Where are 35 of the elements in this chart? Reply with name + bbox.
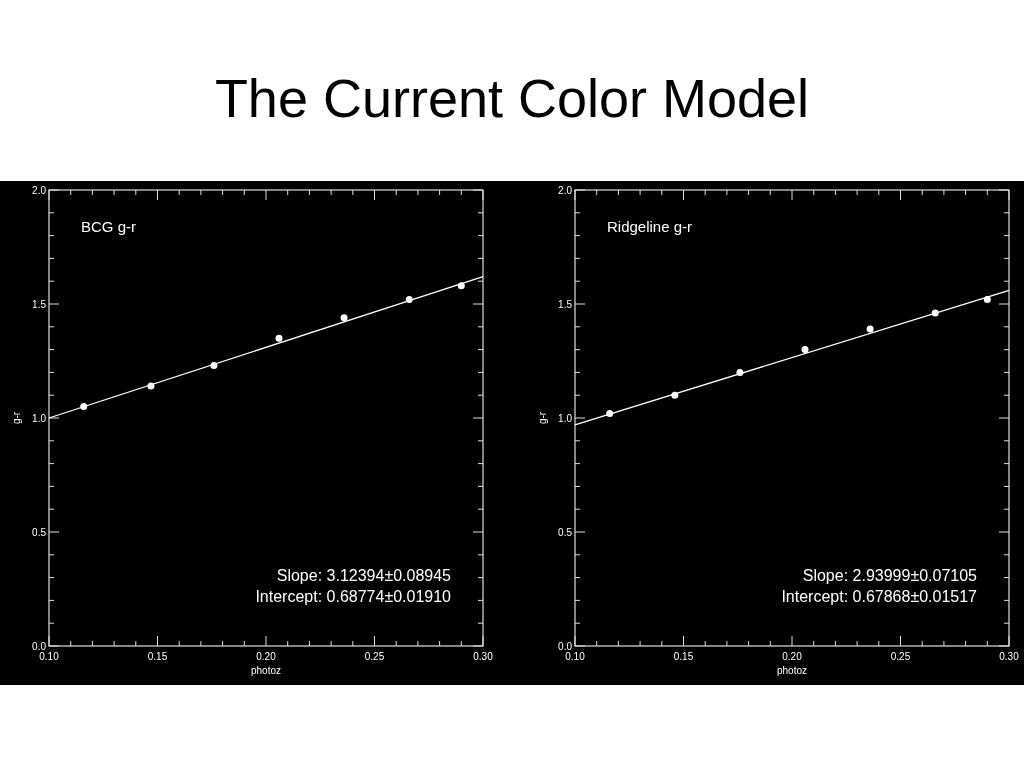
- x-tick-label: 0.30: [473, 651, 494, 662]
- point: [866, 325, 874, 333]
- y-tick-label: 2.0: [558, 185, 573, 196]
- annotation: BCG g-r: [81, 218, 137, 235]
- y-tick-label: 1.5: [32, 299, 47, 310]
- y-tick-label: 2.0: [32, 185, 47, 196]
- point: [801, 346, 809, 354]
- y-tick-label: 0.5: [32, 527, 47, 538]
- y-axis-title: g-r: [11, 411, 22, 425]
- point: [340, 314, 348, 322]
- annotation: Intercept: 0.68774±0.01910: [255, 588, 452, 605]
- annotation: Intercept: 0.67868±0.01517: [781, 588, 978, 605]
- x-axis-title: photoz: [776, 665, 808, 676]
- x-tick-label: 0.30: [999, 651, 1020, 662]
- x-tick-label: 0.20: [256, 651, 277, 662]
- y-tick-label: 1.5: [558, 299, 573, 310]
- x-tick-label: 0.15: [673, 651, 694, 662]
- x-axis-title: photoz: [250, 665, 282, 676]
- annotation: Slope: 3.12394±0.08945: [276, 567, 452, 584]
- y-tick-label: 1.0: [32, 413, 47, 424]
- x-tick-label: 0.15: [147, 651, 168, 662]
- x-tick-label: 0.10: [565, 651, 586, 662]
- y-tick-label: 0.0: [32, 641, 47, 652]
- point: [275, 334, 283, 342]
- x-tick-label: 0.20: [782, 651, 803, 662]
- x-tick-label: 0.25: [364, 651, 385, 662]
- x-tick-label: 0.10: [39, 651, 60, 662]
- y-axis-title: g-r: [537, 411, 548, 425]
- chart-title: The Current Color Model: [214, 68, 810, 128]
- annotation: Ridgeline g-r: [607, 218, 693, 235]
- x-tick-label: 0.25: [890, 651, 911, 662]
- y-tick-label: 0.0: [558, 641, 573, 652]
- y-tick-label: 1.0: [558, 413, 573, 424]
- annotation: Slope: 2.93999±0.07105: [802, 567, 978, 584]
- y-tick-label: 0.5: [558, 527, 573, 538]
